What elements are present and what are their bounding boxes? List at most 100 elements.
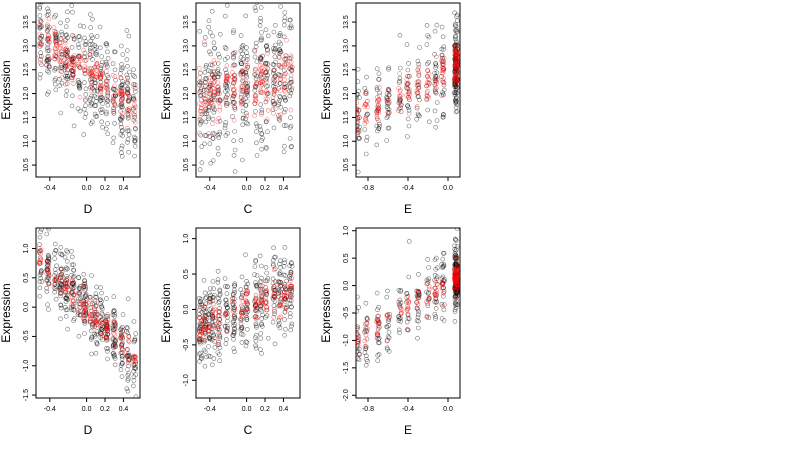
observed-point bbox=[244, 278, 249, 284]
observed-point bbox=[238, 331, 244, 337]
observed-point bbox=[277, 98, 283, 103]
fitted-point bbox=[71, 66, 77, 71]
observed-point bbox=[58, 20, 64, 26]
observed-point bbox=[452, 307, 458, 312]
observed-point bbox=[433, 316, 438, 321]
observed-point bbox=[243, 343, 249, 349]
observed-point bbox=[278, 49, 283, 55]
panel-bottom-left: -0.4 0.0 0.2 0.4 -1.5 -1.0 -0.5 0.0 0.5 1.0 D Expre… bbox=[0, 227, 141, 437]
observed-point bbox=[253, 121, 259, 126]
fitted-point bbox=[216, 319, 221, 325]
y-tick-label: -2.0 bbox=[343, 389, 350, 401]
observed-point bbox=[287, 93, 293, 99]
fitted-point bbox=[216, 321, 222, 327]
observed-point bbox=[92, 88, 97, 94]
observed-point bbox=[416, 85, 422, 91]
observed-point bbox=[124, 386, 130, 392]
fitted-point bbox=[406, 90, 412, 96]
observed-point bbox=[424, 23, 430, 28]
observed-point bbox=[272, 23, 278, 28]
observed-point bbox=[416, 73, 422, 78]
observed-point bbox=[453, 38, 459, 44]
fitted-point bbox=[81, 47, 86, 53]
observed-point bbox=[281, 149, 287, 154]
panel-bottom-middle: -0.4 0.0 0.2 0.4 -1.0 -0.5 0.0 0.5 1.0 C Expressio… bbox=[159, 227, 301, 437]
fitted-point bbox=[105, 327, 111, 333]
fitted-point bbox=[112, 344, 118, 349]
observed-point bbox=[415, 325, 421, 331]
observed-point bbox=[88, 96, 93, 101]
observed-point bbox=[231, 30, 236, 36]
observed-point bbox=[253, 343, 258, 349]
fitted-point bbox=[396, 100, 402, 106]
fitted-point bbox=[441, 66, 447, 71]
observed-point bbox=[271, 92, 277, 97]
observed-point bbox=[282, 286, 288, 292]
observed-point bbox=[239, 61, 244, 66]
observed-point bbox=[58, 63, 64, 68]
observed-point bbox=[196, 295, 202, 301]
observed-point bbox=[105, 346, 111, 352]
fitted-point bbox=[59, 269, 65, 275]
observed-point bbox=[206, 116, 211, 122]
fitted-point bbox=[424, 281, 430, 287]
observed-point bbox=[82, 35, 87, 41]
fitted-point bbox=[203, 83, 209, 88]
fitted-point bbox=[244, 113, 250, 119]
observed-point bbox=[263, 278, 269, 284]
observed-point bbox=[99, 290, 104, 296]
observed-point bbox=[439, 52, 445, 58]
y-tick-label: 0.5 bbox=[183, 269, 190, 279]
fitted-point bbox=[453, 43, 458, 49]
fitted-point bbox=[212, 90, 217, 95]
observed-point bbox=[206, 322, 212, 327]
observed-point bbox=[282, 260, 287, 266]
fitted-point bbox=[51, 25, 57, 31]
observed-point bbox=[253, 345, 259, 351]
observed-point bbox=[232, 287, 237, 293]
fitted-point bbox=[98, 74, 103, 79]
observed-point bbox=[125, 75, 130, 81]
fitted-point bbox=[258, 56, 264, 61]
fitted-point bbox=[197, 315, 202, 321]
fitted-point bbox=[238, 100, 244, 105]
observed-point bbox=[94, 99, 99, 104]
observed-point bbox=[71, 37, 77, 42]
observed-point bbox=[199, 181, 203, 185]
observed-point bbox=[260, 135, 265, 141]
fitted-point bbox=[453, 280, 459, 286]
fitted-point bbox=[87, 316, 93, 322]
fitted-point bbox=[231, 94, 236, 99]
fitted-point bbox=[207, 298, 212, 303]
fitted-point bbox=[258, 80, 264, 86]
observed-point bbox=[397, 304, 403, 310]
observed-point bbox=[276, 72, 281, 77]
observed-point bbox=[98, 107, 103, 113]
observed-point bbox=[76, 45, 82, 50]
fitted-point bbox=[120, 111, 125, 116]
fitted-point bbox=[230, 93, 236, 99]
observed-point bbox=[198, 70, 203, 76]
observed-point bbox=[254, 123, 260, 129]
fitted-point bbox=[125, 367, 130, 372]
observed-point bbox=[213, 180, 217, 184]
plot-frame bbox=[35, 2, 141, 178]
x-tick-label: -0.4 bbox=[402, 185, 414, 192]
observed-point bbox=[224, 70, 229, 76]
fitted-point bbox=[69, 295, 75, 300]
observed-point bbox=[222, 122, 228, 128]
observed-point bbox=[217, 358, 222, 364]
observed-point bbox=[111, 308, 117, 313]
observed-point bbox=[264, 291, 269, 297]
observed-point bbox=[362, 329, 367, 335]
x-axis-label: C bbox=[244, 423, 253, 437]
fitted-point bbox=[53, 36, 58, 42]
observed-point bbox=[453, 253, 458, 258]
observed-point bbox=[282, 332, 287, 338]
observed-point bbox=[87, 98, 93, 103]
observed-point bbox=[386, 323, 391, 328]
y-tick-label: -1.0 bbox=[343, 334, 350, 346]
fitted-point bbox=[232, 105, 238, 110]
observed-point bbox=[82, 106, 87, 112]
fitted-point bbox=[62, 67, 68, 73]
